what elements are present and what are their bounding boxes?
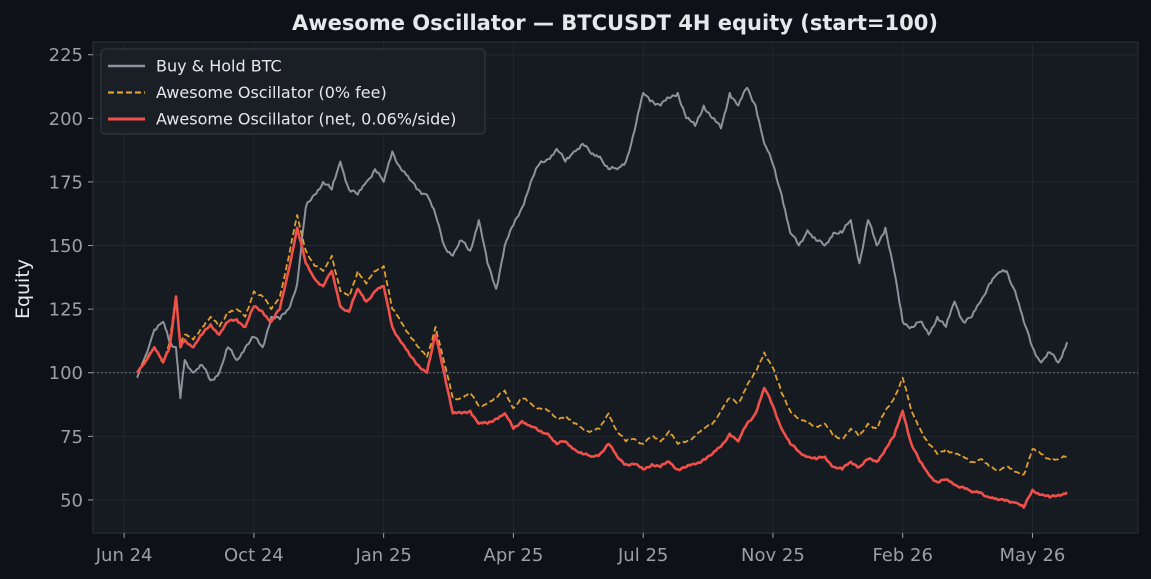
series-net-line: [136, 226, 1068, 509]
y-tick-label: 200: [49, 109, 83, 130]
chart-title: Awesome Oscillator — BTCUSDT 4H equity (…: [292, 11, 938, 35]
y-tick-label: 75: [60, 427, 83, 448]
y-axis-label: Equity: [12, 259, 34, 319]
series-lines: [136, 86, 1069, 509]
legend: Buy & Hold BTC Awesome Oscillator (0% fee…: [100, 48, 486, 135]
series-buy-hold-line: [136, 86, 1069, 400]
y-tick-label: 100: [49, 363, 83, 384]
x-tick-label: Nov 25: [741, 545, 805, 566]
legend-label: Awesome Oscillator (net, 0.06%/side): [156, 110, 456, 129]
legend-label: Buy & Hold BTC: [156, 57, 282, 76]
y-axis: 50 75 100 125 150 175 200 225: [49, 45, 93, 511]
legend-item-buy-hold: Buy & Hold BTC: [108, 57, 282, 76]
x-tick-label: Apr 25: [484, 545, 544, 566]
legend-item-gross: Awesome Oscillator (0% fee): [108, 83, 387, 102]
legend-item-net: Awesome Oscillator (net, 0.06%/side): [108, 110, 456, 129]
y-tick-label: 125: [49, 300, 83, 321]
x-tick-label: Oct 24: [224, 545, 284, 566]
y-tick-label: 225: [49, 45, 83, 66]
x-tick-label: Feb 26: [872, 545, 933, 566]
x-tick-label: May 26: [1000, 545, 1066, 566]
x-tick-label: Jul 25: [617, 545, 668, 566]
x-axis: Jun 24 Oct 24 Jan 25 Apr 25 Jul 25 Nov 25 Feb …: [95, 533, 1066, 566]
legend-box: [100, 48, 486, 135]
y-tick-label: 175: [49, 172, 83, 193]
x-tick-label: Jan 25: [354, 545, 411, 566]
legend-label: Awesome Oscillator (0% fee): [156, 83, 387, 102]
y-tick-label: 50: [60, 490, 83, 511]
series-gross-line: [136, 214, 1068, 476]
x-tick-label: Jun 24: [95, 545, 153, 566]
y-tick-label: 150: [49, 236, 83, 257]
